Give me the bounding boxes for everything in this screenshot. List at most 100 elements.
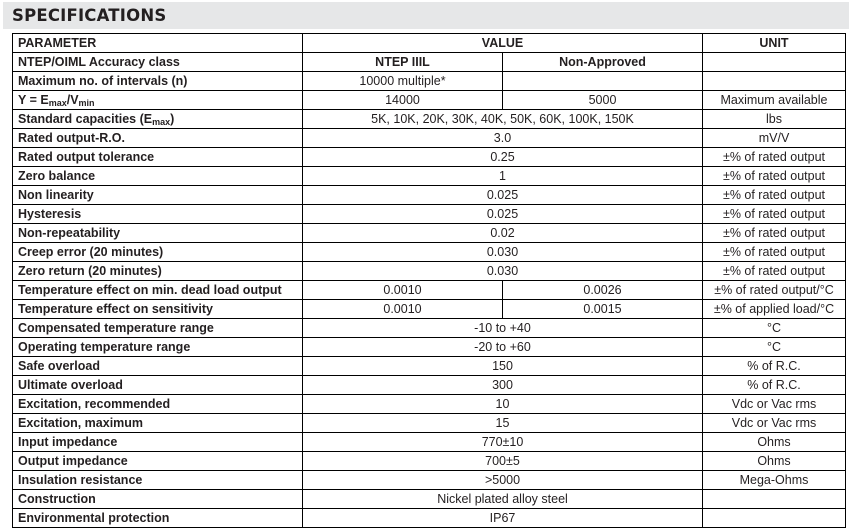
param-cell: Creep error (20 minutes)	[12, 242, 303, 262]
table-row: Maximum no. of intervals (n) 10000 multi…	[12, 71, 846, 91]
param-cell: Rated output-R.O.	[12, 128, 303, 148]
param-cell: Zero balance	[12, 166, 303, 186]
table-row: Output impedance 700±5 Ohms	[12, 451, 846, 471]
table-header-row: PARAMETER VALUE UNIT	[12, 33, 846, 53]
value-cell: 15	[302, 413, 703, 433]
table-row: Rated output tolerance 0.25 ±% of rated ou…	[12, 147, 846, 167]
param-cell: Y = Emax/Vmin	[12, 90, 303, 110]
subscript: min	[78, 97, 95, 108]
unit-cell: Maximum available	[702, 90, 846, 110]
value-cell: 150	[302, 356, 703, 376]
value-cell: -20 to +60	[302, 337, 703, 357]
label-text: )	[170, 111, 175, 126]
unit-cell: °C	[702, 337, 846, 357]
unit-cell: ±% of rated output/°C	[702, 280, 846, 300]
param-cell: Excitation, maximum	[12, 413, 303, 433]
param-cell: Zero return (20 minutes)	[12, 261, 303, 281]
param-cell: Hysteresis	[12, 204, 303, 224]
table-row: Zero return (20 minutes) 0.030 ±% of rated…	[12, 261, 846, 281]
section-title: SPECIFICATIONS	[12, 6, 167, 25]
table-row: Temperature effect on min. dead load out…	[12, 280, 846, 300]
value-cell: 10	[302, 394, 703, 414]
table-row: Non linearity 0.025 ±% of rated output	[12, 185, 846, 205]
value-cell: 0.02	[302, 223, 703, 243]
table-row: Construction Nickel plated alloy steel	[12, 489, 846, 509]
unit-cell: Mega-Ohms	[702, 470, 846, 490]
param-cell: Non linearity	[12, 185, 303, 205]
unit-cell: % of R.C.	[702, 356, 846, 376]
unit-cell: Vdc or Vac rms	[702, 394, 846, 414]
unit-cell: ±% of rated output	[702, 185, 846, 205]
table-row: Operating temperature range -20 to +60 °C	[12, 337, 846, 357]
table-row: Insulation resistance >5000 Mega-Ohms	[12, 470, 846, 490]
table-row: Rated output-R.O. 3.0 mV/V	[12, 128, 846, 148]
value-cell: 0.025	[302, 185, 703, 205]
value-cell: 0.0010	[302, 280, 503, 300]
value-cell: 0.0010	[302, 299, 503, 319]
value-cell: 5000	[502, 90, 703, 110]
unit-cell	[702, 52, 846, 72]
unit-cell: Ohms	[702, 451, 846, 471]
param-cell: Standard capacities (Emax)	[12, 109, 303, 129]
header-parameter: PARAMETER	[12, 33, 303, 53]
table-row: Y = Emax/Vmin 14000 5000 Maximum availab…	[12, 90, 846, 110]
value-cell: >5000	[302, 470, 703, 490]
value-cell: Non-Approved	[502, 52, 703, 72]
param-cell: Non-repeatability	[12, 223, 303, 243]
value-cell: IP67	[302, 508, 703, 528]
unit-cell: ±% of rated output	[702, 223, 846, 243]
table-row: Excitation, maximum 15 Vdc or Vac rms	[12, 413, 846, 433]
value-cell: 770±10	[302, 432, 703, 452]
param-cell: Temperature effect on min. dead load out…	[12, 280, 303, 300]
unit-cell: ±% of applied load/°C	[702, 299, 846, 319]
header-value: VALUE	[302, 33, 703, 53]
value-cell: 10000 multiple*	[302, 71, 503, 91]
table-row: Temperature effect on sensitivity 0.0010 0…	[12, 299, 846, 319]
unit-cell	[702, 71, 846, 91]
unit-cell: Ohms	[702, 432, 846, 452]
unit-cell	[702, 508, 846, 528]
unit-cell: mV/V	[702, 128, 846, 148]
table-row: Environmental protection IP67	[12, 508, 846, 528]
unit-cell: ±% of rated output	[702, 242, 846, 262]
unit-cell: ±% of rated output	[702, 261, 846, 281]
value-cell: 0.0015	[502, 299, 703, 319]
table-row: Standard capacities (Emax) 5K, 10K, 20K,…	[12, 109, 846, 129]
value-cell: 1	[302, 166, 703, 186]
param-cell: Compensated temperature range	[12, 318, 303, 338]
unit-cell: Vdc or Vac rms	[702, 413, 846, 433]
unit-cell: ±% of rated output	[702, 166, 846, 186]
param-cell: Input impedance	[12, 432, 303, 452]
table-row: Input impedance 770±10 Ohms	[12, 432, 846, 452]
label-text: Y = E	[18, 92, 49, 107]
param-cell: Insulation resistance	[12, 470, 303, 490]
unit-cell: % of R.C.	[702, 375, 846, 395]
param-cell: Ultimate overload	[12, 375, 303, 395]
table-row: Compensated temperature range -10 to +40 °…	[12, 318, 846, 338]
value-cell: 0.030	[302, 261, 703, 281]
subscript: max	[48, 97, 67, 108]
header-unit: UNIT	[702, 33, 846, 53]
value-cell: 0.0026	[502, 280, 703, 300]
param-cell: Rated output tolerance	[12, 147, 303, 167]
param-cell: Safe overload	[12, 356, 303, 376]
value-cell: 700±5	[302, 451, 703, 471]
value-cell: 14000	[302, 90, 503, 110]
value-cell: 0.025	[302, 204, 703, 224]
unit-cell	[702, 489, 846, 509]
value-cell: 300	[302, 375, 703, 395]
unit-cell: lbs	[702, 109, 846, 129]
param-cell: Output impedance	[12, 451, 303, 471]
table-row: NTEP/OIML Accuracy class NTEP IIIL Non-A…	[12, 52, 846, 72]
value-cell	[502, 71, 703, 91]
label-text: /V	[66, 92, 79, 107]
table-row: Creep error (20 minutes) 0.030 ±% of rated…	[12, 242, 846, 262]
label-text: Standard capacities (E	[18, 111, 153, 126]
table-row: Non-repeatability 0.02 ±% of rated output	[12, 223, 846, 243]
value-cell: NTEP IIIL	[302, 52, 503, 72]
section-header: SPECIFICATIONS	[3, 2, 849, 29]
unit-cell: ±% of rated output	[702, 204, 846, 224]
unit-cell: °C	[702, 318, 846, 338]
value-cell: -10 to +40	[302, 318, 703, 338]
table-row: Safe overload 150% of R.C.	[12, 356, 846, 376]
